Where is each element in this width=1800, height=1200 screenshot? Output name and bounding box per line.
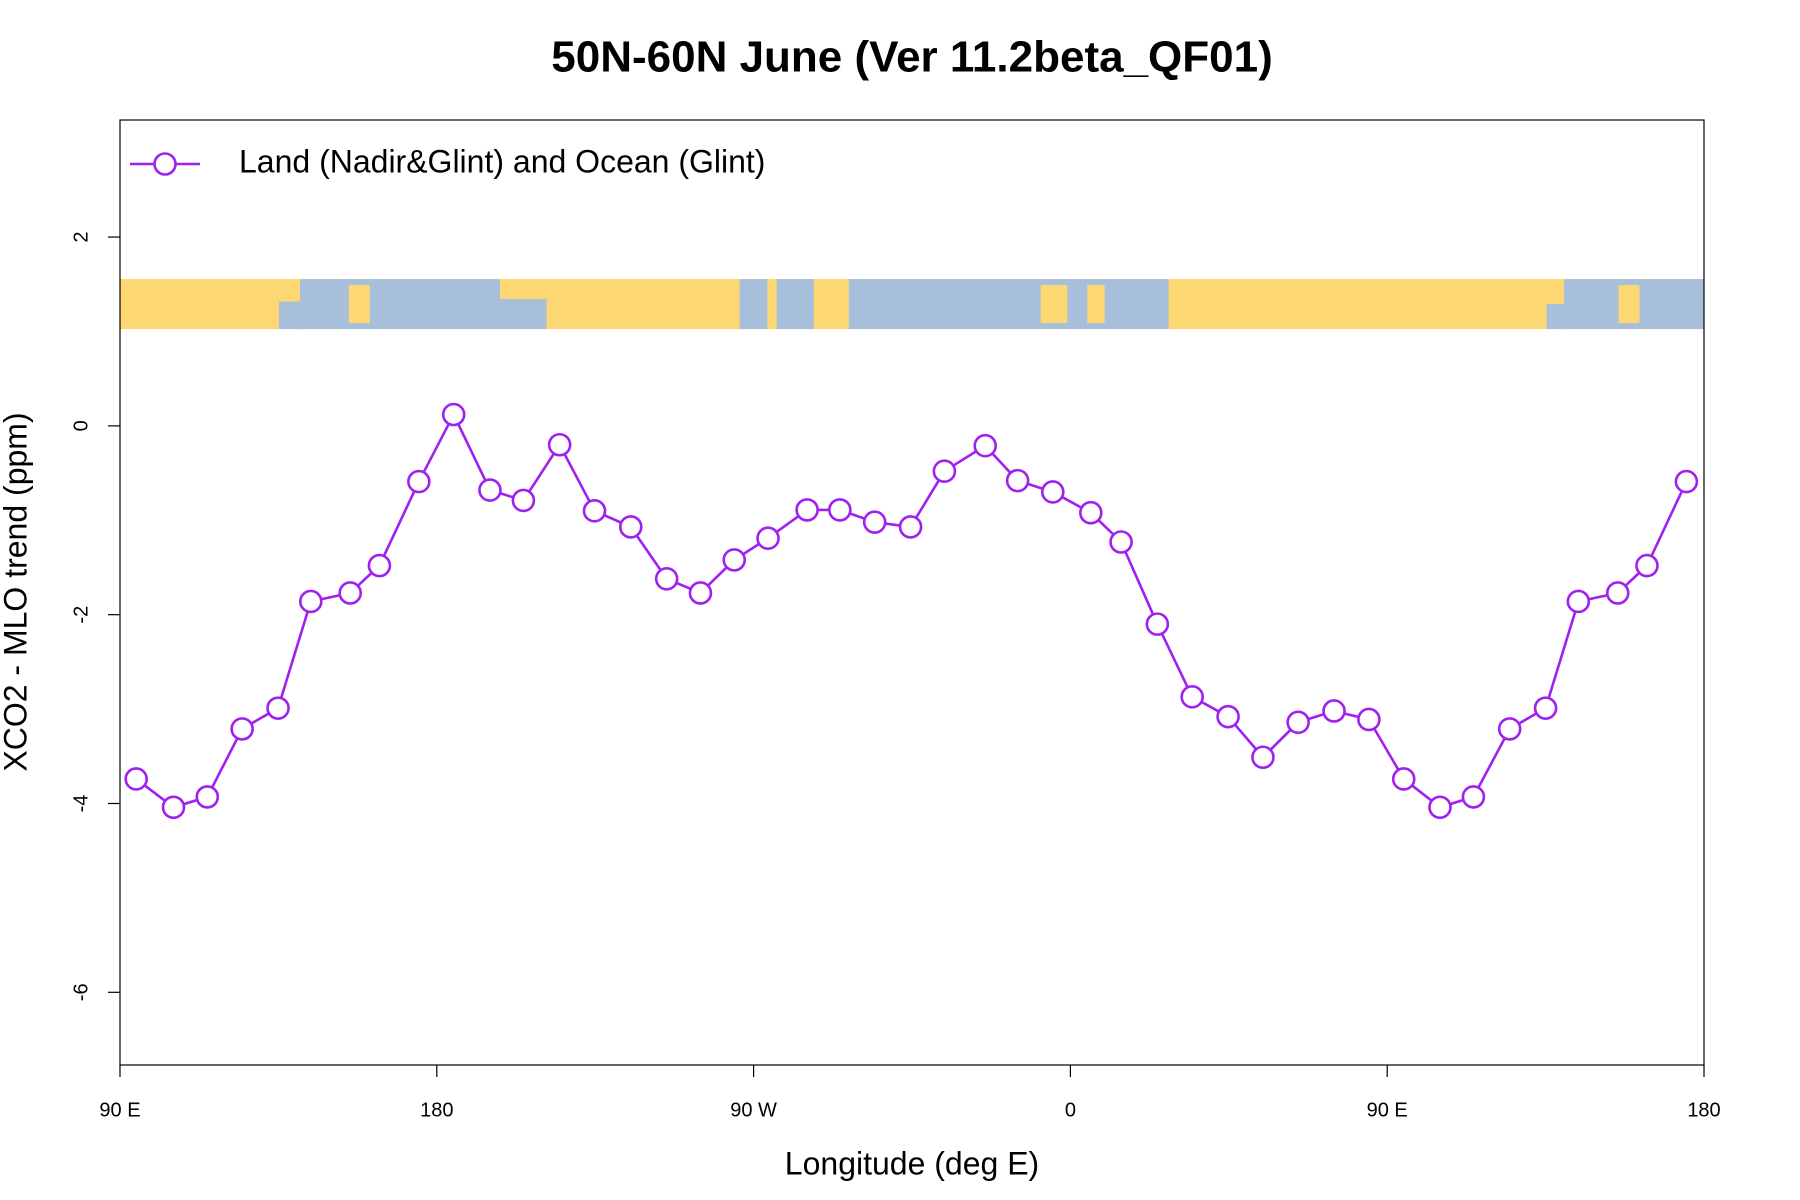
point (1461, 785, 1486, 809)
x-tick-label: 180 (1687, 1099, 1720, 1121)
y-tick-label: 0 (70, 420, 92, 431)
map-land (1087, 285, 1105, 324)
point (1566, 589, 1591, 614)
point (195, 785, 220, 809)
point (1428, 795, 1452, 820)
point (862, 510, 887, 534)
point (582, 499, 607, 523)
point (547, 432, 572, 457)
y-tick-label: -2 (70, 606, 92, 624)
point (230, 717, 254, 741)
point (618, 515, 643, 539)
series-line (135, 411, 1688, 809)
point (1391, 767, 1416, 791)
point (478, 478, 502, 502)
y-tick-label: 2 (70, 232, 92, 243)
point (1041, 480, 1065, 504)
point (338, 581, 363, 605)
y-tick-label: -4 (70, 795, 92, 813)
point (898, 515, 923, 539)
legend-marker (153, 152, 177, 176)
point (298, 589, 323, 614)
point (1145, 612, 1170, 636)
point (722, 548, 747, 572)
point (511, 488, 536, 513)
point (1635, 553, 1659, 578)
point (654, 567, 679, 591)
map-ocean (500, 299, 547, 330)
point (1533, 696, 1558, 720)
y-tick-label: -6 (70, 983, 92, 1001)
point (1109, 530, 1133, 554)
point (1251, 745, 1275, 770)
map-land (348, 285, 370, 324)
chart-title: 50N-60N June (Ver 11.2beta_QF01) (551, 33, 1272, 82)
point (266, 696, 290, 720)
point (441, 402, 466, 427)
point (161, 795, 186, 820)
x-tick-label: 90 W (730, 1099, 777, 1121)
point (1497, 717, 1522, 741)
point (1216, 704, 1240, 729)
y-axis-label: XCO2 - MLO trend (ppm) (0, 412, 33, 771)
point (932, 459, 957, 483)
map-land (1618, 285, 1640, 324)
point (688, 581, 713, 605)
point (1322, 699, 1346, 723)
point (1005, 468, 1030, 493)
map-ocean (300, 279, 500, 330)
x-tick-label: 90 E (1367, 1099, 1408, 1121)
plot-frame (119, 119, 1705, 1066)
point (367, 553, 392, 578)
point (1286, 710, 1310, 735)
point (1357, 707, 1381, 732)
x-tick-label: 0 (1065, 1099, 1076, 1121)
point (1674, 469, 1699, 494)
point (973, 433, 998, 458)
point (756, 526, 780, 551)
point (1180, 685, 1204, 709)
point (124, 767, 148, 791)
map-ocean (848, 279, 1169, 330)
map-ocean (1546, 304, 1568, 330)
x-tick-label: 180 (420, 1099, 453, 1121)
map-land (1040, 285, 1068, 324)
map-ocean (739, 279, 768, 330)
map-ocean (776, 279, 814, 330)
point (407, 469, 431, 494)
point (1079, 500, 1103, 525)
legend-label: Land (Nadir&Glint) and Ocean (Glint) (239, 143, 765, 179)
x-axis-label: Longitude (deg E) (785, 1145, 1039, 1181)
map-ocean (279, 301, 305, 330)
point (795, 498, 819, 522)
point (1605, 581, 1630, 605)
point (828, 498, 852, 522)
x-tick-label: 90 E (99, 1099, 140, 1121)
